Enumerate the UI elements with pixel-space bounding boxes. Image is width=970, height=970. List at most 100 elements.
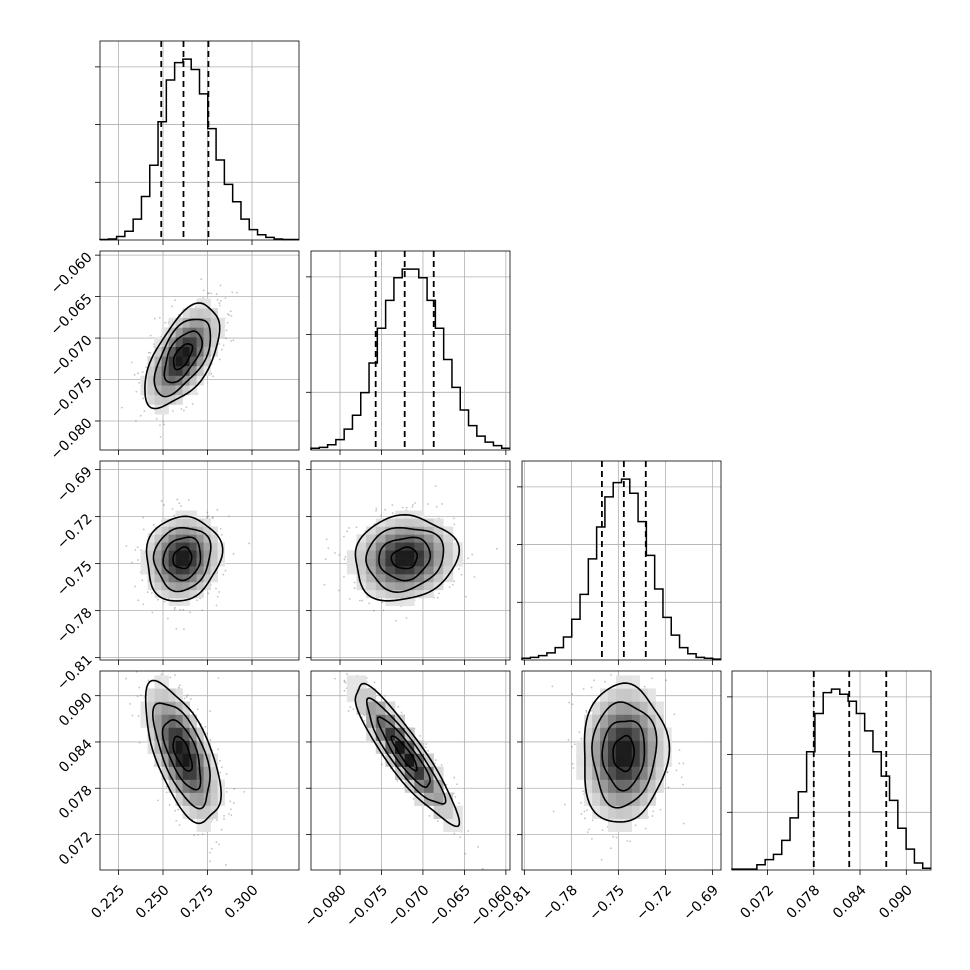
sample-point	[179, 609, 182, 611]
sample-point	[163, 504, 165, 506]
density-cell	[404, 766, 415, 780]
sample-point	[202, 289, 205, 292]
sample-point	[219, 759, 221, 762]
sample-point	[370, 740, 373, 743]
sample-point	[131, 561, 133, 564]
sample-point	[135, 390, 138, 393]
sample-point	[136, 546, 139, 549]
sample-point	[343, 535, 345, 538]
sample-point	[425, 743, 428, 745]
sample-point	[380, 763, 383, 766]
sample-point	[477, 846, 480, 848]
sample-point	[168, 803, 171, 806]
sample-point	[142, 397, 145, 400]
sample-point	[568, 701, 571, 704]
panel-frame	[521, 460, 722, 661]
sample-point	[179, 684, 181, 687]
density-cell	[154, 701, 162, 715]
density-cell	[647, 701, 656, 715]
density-cell	[182, 779, 190, 793]
sample-point	[159, 435, 162, 438]
sample-point	[210, 372, 213, 375]
sample-point	[243, 790, 246, 793]
density-cell	[631, 688, 641, 702]
density-cell	[196, 327, 204, 338]
sample-point	[185, 406, 188, 409]
density-cell	[161, 675, 169, 689]
sample-point	[174, 674, 176, 677]
sample-point	[651, 677, 653, 680]
sample-point	[153, 317, 156, 320]
y-tick-label: 0.078	[56, 783, 96, 823]
density-cell	[161, 766, 169, 780]
density-cell	[404, 542, 415, 551]
sample-point	[375, 509, 377, 512]
sample-point	[177, 686, 180, 689]
density-cell	[161, 753, 169, 767]
panel-content	[323, 485, 498, 622]
density-cell	[615, 779, 625, 793]
density-cell	[639, 766, 648, 780]
density-cell	[175, 365, 183, 376]
sample-point	[164, 321, 167, 324]
density-cell	[375, 740, 386, 754]
density-cell	[385, 589, 396, 599]
contour-2sigma	[145, 515, 224, 602]
density-cell	[161, 589, 169, 599]
density-cell	[623, 792, 633, 806]
sample-point	[456, 783, 458, 786]
sample-point	[225, 337, 228, 340]
density-cell	[600, 753, 609, 767]
density-cell	[175, 779, 183, 793]
x-tick-label: 0.225	[88, 882, 128, 922]
sample-point	[212, 375, 215, 378]
density-cell	[175, 558, 183, 567]
sample-point	[585, 711, 588, 714]
density-cell	[452, 558, 463, 567]
histogram-step	[521, 478, 721, 660]
sample-point	[363, 714, 366, 717]
density-cell	[203, 792, 211, 806]
sample-point	[626, 839, 629, 842]
density-cell	[607, 740, 617, 754]
density-cell	[600, 701, 609, 715]
contour-2sigma	[583, 682, 671, 823]
contour-0.5sigma	[612, 734, 635, 773]
sample-point	[436, 596, 439, 599]
density-cell	[385, 597, 396, 607]
density-cell	[203, 805, 211, 819]
contour-1.5sigma	[153, 318, 212, 398]
sample-point	[147, 351, 150, 354]
sample-point	[652, 810, 654, 813]
density-cell	[140, 701, 148, 715]
density-cell	[182, 714, 190, 728]
density-cell	[182, 740, 190, 754]
density-cell	[217, 542, 225, 551]
density-cell	[404, 518, 415, 527]
contour-1sigma	[378, 536, 432, 582]
density-cell	[175, 542, 183, 551]
sample-point	[391, 504, 394, 506]
sample-point	[142, 603, 145, 606]
density-cell	[161, 375, 169, 386]
sample-point	[373, 609, 375, 612]
density-cell	[346, 675, 357, 689]
sample-point	[433, 762, 436, 765]
density-cell	[147, 701, 155, 715]
sample-point	[209, 738, 212, 741]
density-cell	[196, 518, 204, 527]
sample-point	[215, 604, 218, 607]
density-cell	[385, 526, 396, 535]
sample-point	[206, 732, 209, 735]
sample-point	[580, 801, 582, 804]
sample-point	[225, 773, 228, 775]
density-cell	[385, 558, 396, 567]
sample-point	[342, 660, 344, 662]
density-cell	[366, 688, 377, 702]
density-cell	[182, 589, 190, 599]
sample-point	[216, 508, 219, 511]
sample-point	[465, 595, 467, 598]
density-cell	[433, 526, 444, 535]
sample-point	[222, 573, 225, 576]
sample-point	[149, 351, 152, 354]
